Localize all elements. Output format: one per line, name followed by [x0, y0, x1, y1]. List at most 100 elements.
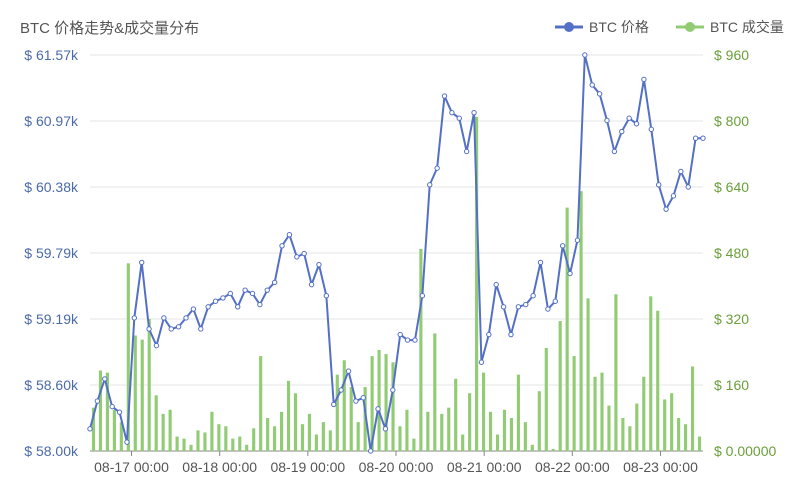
volume-bar	[405, 409, 409, 451]
volume-bar	[523, 422, 527, 451]
price-point	[596, 91, 603, 97]
price-point	[530, 293, 536, 299]
volume-bar	[614, 294, 618, 451]
price-point	[456, 115, 462, 121]
volume-bar	[293, 393, 298, 451]
volume-bar	[509, 418, 514, 451]
price-point	[116, 409, 123, 415]
volume-bar	[447, 407, 451, 451]
y-right-tick-label: $ 480	[714, 245, 749, 261]
x-tick-label: 08-20 00:00	[359, 459, 434, 475]
volume-bar	[217, 424, 221, 451]
price-point	[567, 270, 573, 277]
volume-bar	[238, 436, 242, 451]
price-point	[545, 306, 551, 312]
price-point	[153, 342, 160, 349]
price-point	[212, 298, 219, 304]
volume-bar	[537, 391, 541, 451]
volume-bar	[314, 434, 318, 451]
price-point	[478, 359, 485, 365]
price-point	[87, 426, 93, 432]
chart-title: BTC 价格走势&成交量分布	[20, 20, 200, 37]
y-right-tick-label: $ 0.00000	[714, 443, 776, 459]
price-point	[397, 331, 403, 338]
price-point	[692, 135, 699, 141]
volume-bar	[252, 428, 256, 451]
price-point	[257, 301, 263, 308]
price-point	[316, 261, 322, 268]
volume-bar	[203, 432, 207, 451]
volume-bar	[363, 387, 367, 451]
volume-bar	[697, 436, 702, 451]
price-point	[345, 368, 352, 374]
price-point	[685, 184, 691, 190]
volume-bar	[558, 321, 562, 451]
x-tick-label: 08-19 00:00	[270, 459, 345, 475]
volume-bar	[488, 411, 493, 451]
volume-bar	[502, 409, 507, 451]
price-point	[308, 281, 315, 288]
volume-bar	[370, 356, 374, 451]
price-point	[427, 182, 433, 188]
volume-bar	[189, 444, 193, 451]
price-point	[360, 395, 366, 401]
volume-bar	[266, 418, 270, 451]
volume-bar	[495, 434, 500, 451]
price-point	[552, 298, 558, 304]
volume-bar	[259, 356, 263, 451]
y-left-tick-label: $ 59.19k	[24, 311, 79, 327]
volume-bar	[328, 430, 332, 451]
x-tick-label: 08-17 00:00	[94, 459, 169, 475]
legend-item-volume[interactable]: BTC 成交量	[676, 17, 784, 37]
price-point	[138, 259, 145, 266]
price-point	[515, 304, 522, 310]
y-left-tick-label: $ 60.38k	[24, 179, 79, 195]
price-point	[382, 426, 389, 432]
y-right-tick-label: $ 800	[714, 113, 749, 129]
volume-bar	[586, 298, 590, 451]
price-point	[175, 324, 182, 330]
volume-bar	[286, 380, 291, 451]
volume-bar	[147, 319, 151, 451]
y-left-tick-label: $ 59.79k	[24, 245, 79, 261]
price-point	[220, 295, 226, 301]
volume-bar	[349, 387, 353, 451]
y-right-tick-label: $ 160	[714, 377, 749, 393]
volume-bar	[224, 426, 228, 451]
volume-bar	[475, 116, 479, 451]
price-point	[700, 135, 706, 141]
y-left-tick-label: $ 61.57k	[24, 47, 79, 63]
price-point	[286, 231, 293, 238]
price-point	[434, 165, 440, 171]
volume-bar	[175, 436, 179, 451]
price-point	[670, 193, 677, 199]
volume-bar	[551, 448, 555, 451]
legend-price-label: BTC 价格	[589, 19, 649, 35]
volume-bar	[210, 411, 214, 451]
x-tick-label: 08-23 00:00	[623, 459, 698, 475]
price-point	[655, 182, 662, 188]
volume-bar	[621, 418, 625, 451]
volume-bar	[119, 422, 123, 451]
volume-bar	[663, 399, 667, 451]
y-left-tick-label: $ 60.97k	[24, 113, 79, 129]
volume-bar	[677, 418, 681, 451]
price-point	[367, 448, 374, 454]
x-tick-label: 08-21 00:00	[447, 459, 522, 475]
legend-item-price[interactable]: BTC 价格	[555, 17, 649, 37]
volume-bar	[161, 413, 165, 451]
volume-bar	[356, 422, 360, 451]
volume-bar	[335, 374, 339, 451]
price-point	[619, 128, 625, 135]
price-point	[161, 315, 167, 321]
volume-bar	[635, 403, 639, 451]
volume-bar	[140, 339, 144, 451]
volume-bar	[419, 248, 423, 451]
price-point	[493, 281, 499, 288]
price-point	[102, 376, 108, 382]
price-point	[131, 315, 138, 321]
volume-bar	[182, 438, 186, 451]
price-point	[537, 259, 544, 266]
price-point	[663, 206, 669, 212]
